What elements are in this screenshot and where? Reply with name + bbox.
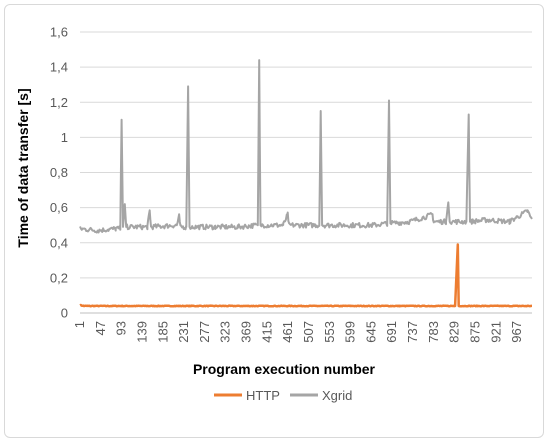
- x-tick-label: 277: [197, 321, 212, 343]
- y-tick-label: 0,4: [50, 235, 68, 250]
- x-tick-label: 507: [301, 321, 316, 343]
- x-tick-label: 93: [114, 321, 129, 335]
- gridlines: [80, 31, 532, 314]
- y-tick-label: 1: [61, 130, 68, 145]
- x-tick-label: 783: [426, 321, 441, 343]
- legend-label-http: HTTP: [246, 388, 280, 403]
- legend: HTTP Xgrid: [214, 388, 352, 403]
- x-tick-labels: 1 47 93 139 185 231 277 323 369 415 461 507 553 599 64…: [72, 321, 524, 343]
- y-axis-title: Time of data transfer [s]: [15, 88, 31, 247]
- x-tick-label: 1: [72, 321, 87, 328]
- legend-label-xgrid: Xgrid: [322, 388, 352, 403]
- x-tick-label: 139: [134, 321, 149, 343]
- series-lines: [79, 59, 533, 308]
- y-tick-label: 1,4: [50, 60, 68, 75]
- x-tick-label: 645: [363, 321, 378, 343]
- x-tick-label: 231: [176, 321, 191, 343]
- x-tick-label: 461: [280, 321, 295, 343]
- y-tick-label: 0,8: [50, 165, 68, 180]
- x-tick-label: 599: [343, 321, 358, 343]
- x-tick-label: 185: [155, 321, 170, 343]
- y-tick-labels: 0 0,2 0,4 0,6 0,8 1 1,2 1,4 1,6: [50, 25, 68, 321]
- x-tick-label: 553: [322, 321, 337, 343]
- x-tick-label: 921: [488, 321, 503, 343]
- x-tick-label: 369: [239, 321, 254, 343]
- y-tick-label: 0,6: [50, 200, 68, 215]
- x-tick-label: 875: [467, 321, 482, 343]
- x-tick-label: 737: [405, 321, 420, 343]
- x-tick-label: 323: [218, 321, 233, 343]
- series-line-xgrid: [79, 59, 533, 234]
- y-tick-label: 0: [61, 306, 68, 321]
- y-tick-label: 1,2: [50, 95, 68, 110]
- x-axis-title: Program execution number: [193, 361, 376, 377]
- x-tick-label: 415: [259, 321, 274, 343]
- y-tick-label: 0,2: [50, 270, 68, 285]
- x-tick-label: 691: [384, 321, 399, 343]
- x-tick-label: 47: [93, 321, 108, 335]
- y-tick-label: 1,6: [50, 25, 68, 40]
- x-tick-label: 967: [509, 321, 524, 343]
- series-line-http: [79, 243, 533, 308]
- x-tick-label: 829: [447, 321, 462, 343]
